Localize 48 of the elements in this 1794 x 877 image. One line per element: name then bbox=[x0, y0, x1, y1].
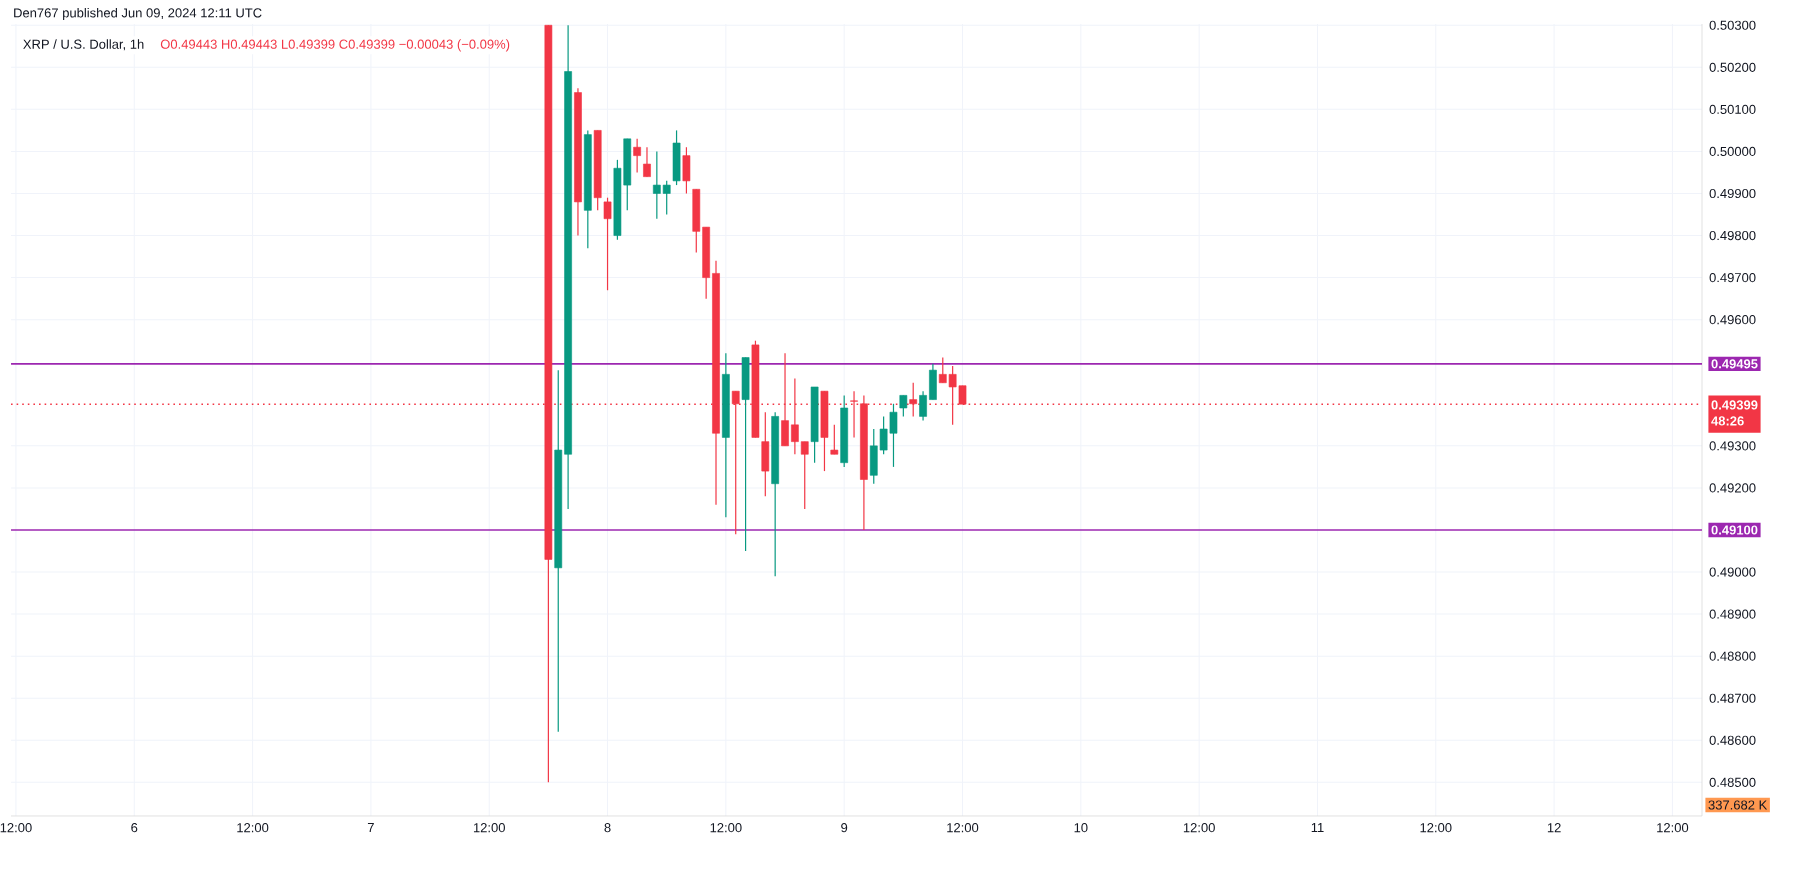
y-tick-label: 0.48600 bbox=[1709, 735, 1756, 745]
y-tick-label: 0.49600 bbox=[1709, 315, 1756, 325]
x-tick-label: 12 bbox=[1547, 823, 1561, 833]
y-tick-label: 0.50100 bbox=[1709, 104, 1756, 114]
x-tick-label: 12:00 bbox=[1183, 823, 1215, 833]
y-tick-label: 0.49800 bbox=[1709, 230, 1756, 241]
x-tick-label: 12:00 bbox=[710, 823, 742, 833]
candlestick bbox=[899, 394, 908, 418]
x-tick-label: 12:00 bbox=[237, 823, 269, 833]
candlestick bbox=[633, 138, 641, 174]
candlestick bbox=[830, 424, 839, 455]
y-tick-label: 0.49900 bbox=[1709, 188, 1756, 199]
text: O0.49443 H0.49443 L0.49399 C0.49399 −0.00043 (−0.09%) bbox=[160, 39, 510, 52]
y-tick-label: 0.50300 bbox=[1709, 20, 1756, 30]
text: 337.682 K bbox=[1708, 800, 1768, 810]
y-tick-label: 0.48900 bbox=[1709, 609, 1756, 619]
text: Den767 published Jun 09, 2024 12:11 UTC bbox=[14, 7, 262, 21]
y-tick-label: 0.50200 bbox=[1709, 62, 1756, 72]
x-tick-label: 12:00 bbox=[473, 823, 505, 833]
ref-line-label: 0.49495 bbox=[1711, 359, 1758, 369]
x-tick-label: 12:00 bbox=[1420, 823, 1452, 833]
candlestick bbox=[652, 150, 661, 220]
y-tick-label: 0.49300 bbox=[1709, 441, 1756, 451]
y-tick-label: 0.50000 bbox=[1709, 146, 1756, 157]
x-tick-label: 12:00 bbox=[947, 823, 979, 833]
candlestick bbox=[800, 441, 809, 510]
x-tick-label: 9 bbox=[841, 823, 848, 833]
y-tick-label: 0.48800 bbox=[1709, 651, 1756, 661]
text: XRP / U.S. Dollar, 1h bbox=[23, 39, 144, 51]
candlestick bbox=[919, 390, 927, 422]
x-tick-label: 7 bbox=[367, 823, 374, 832]
y-tick-label: 0.49200 bbox=[1709, 483, 1756, 493]
ref-line-label: 0.49100 bbox=[1711, 525, 1758, 535]
x-tick-label: 10 bbox=[1074, 823, 1088, 833]
y-tick-label: 0.49700 bbox=[1709, 273, 1756, 283]
candlestick bbox=[643, 146, 651, 178]
y-tick-label: 0.48700 bbox=[1709, 693, 1756, 703]
text: 48:26 bbox=[1711, 416, 1744, 426]
candlestick bbox=[603, 197, 612, 291]
x-tick-label: 12:00 bbox=[0, 823, 32, 833]
x-tick-label: 11 bbox=[1311, 823, 1324, 832]
x-tick-label: 8 bbox=[604, 823, 611, 833]
y-tick-label: 0.49000 bbox=[1709, 567, 1756, 577]
x-tick-label: 12:00 bbox=[1657, 823, 1689, 833]
candlestick bbox=[662, 180, 671, 216]
y-tick-label: 0.48500 bbox=[1709, 777, 1756, 787]
ref-line-label: 0.49399 bbox=[1711, 400, 1758, 410]
x-tick-label: 6 bbox=[131, 823, 138, 833]
